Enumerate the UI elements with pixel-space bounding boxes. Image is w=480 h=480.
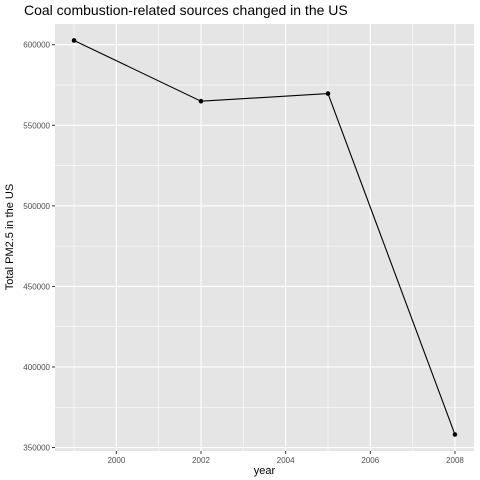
x-tick-label: 2000: [107, 456, 125, 465]
major-gridlines: [55, 24, 474, 451]
x-axis: 2000 2002 2004 2006 2008: [107, 451, 464, 465]
y-tick-label: 550000: [23, 121, 50, 130]
x-axis-title: year: [254, 465, 276, 477]
y-tick-label: 600000: [23, 41, 50, 50]
y-axis-title: Total PM2.5 in the US: [4, 184, 16, 290]
y-tick-label: 400000: [23, 363, 50, 372]
x-tick-label: 2002: [192, 456, 210, 465]
data-points: [71, 38, 458, 437]
y-axis: 350000 400000 450000 500000 550000 600000: [23, 41, 55, 453]
chart-title: Coal combustion-related sources changed …: [24, 2, 348, 18]
x-tick-label: 2008: [446, 456, 464, 465]
y-tick-label: 500000: [23, 202, 50, 211]
plot-panel: [55, 24, 474, 451]
data-point: [198, 98, 204, 104]
data-point: [325, 91, 331, 96]
x-tick-label: 2004: [277, 456, 295, 465]
data-point: [71, 38, 77, 43]
data-point: [452, 432, 458, 437]
x-tick-label: 2006: [361, 456, 379, 465]
series-line: [73, 39, 456, 435]
y-tick-label: 450000: [23, 282, 50, 291]
y-tick-label: 350000: [23, 444, 50, 453]
